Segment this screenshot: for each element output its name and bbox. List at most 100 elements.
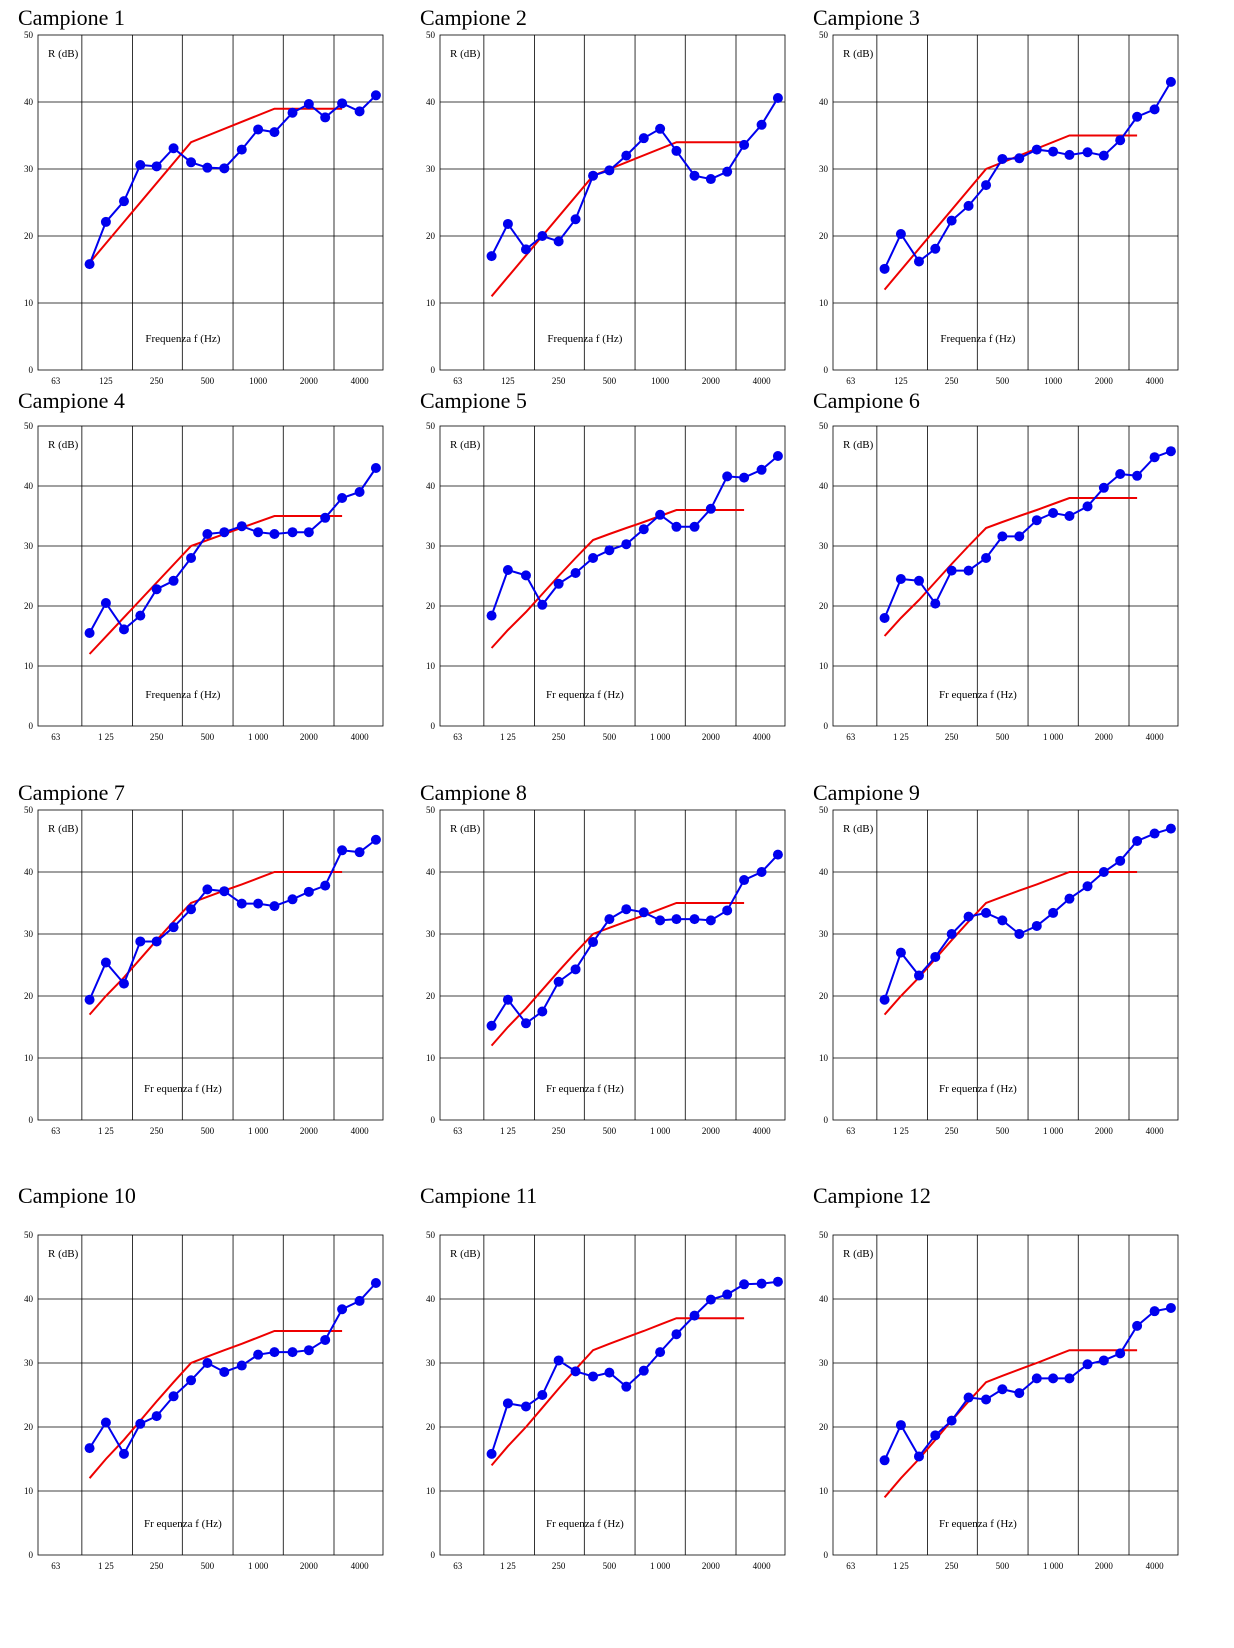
chart-title: Campione 1	[18, 5, 125, 30]
reference-curve	[88, 871, 343, 1016]
x-tick-label: 500	[603, 1126, 617, 1136]
reference-curve	[490, 141, 745, 297]
data-point	[638, 524, 649, 535]
plot-frame	[439, 425, 786, 727]
x-tick-label: 1 000	[1043, 1561, 1064, 1571]
data-point	[520, 570, 531, 581]
data-point	[879, 263, 890, 274]
x-tick-label: 1 000	[248, 1126, 269, 1136]
data-point	[722, 166, 733, 177]
x-tick-label: 250	[552, 1126, 566, 1136]
x-axis-label: Frequenza f (Hz)	[145, 333, 220, 345]
data-point	[963, 200, 974, 211]
y-axis-label: R (dB)	[843, 439, 874, 451]
data-point	[520, 244, 531, 255]
data-point	[236, 521, 247, 532]
data-point	[151, 936, 162, 947]
data-point	[135, 1418, 146, 1429]
data-point	[963, 1392, 974, 1403]
chart-svg: 0 10 20 30 40 50 63 1 25 250 500 1 000 2000 4000 R (d…	[819, 421, 1179, 742]
data-point	[930, 951, 941, 962]
chart-panel: Campione 7 0 10 20 30 40 50 63 1 25 250 500 1 000 20…	[8, 772, 408, 1150]
x-tick-label: 125	[99, 376, 113, 386]
plot-frame	[832, 809, 1179, 1121]
data-point	[1048, 146, 1059, 157]
x-tick-label: 2000	[702, 376, 721, 386]
chart-panel: Campione 11 0 10 20 30 40 50 63 1 25 250 500 1 000 2…	[410, 1175, 810, 1585]
data-point	[722, 471, 733, 482]
data-point	[604, 1367, 615, 1378]
x-tick-label: 500	[996, 1126, 1010, 1136]
y-tick-label: 30	[24, 929, 34, 939]
data-point	[354, 1295, 365, 1306]
data-point	[638, 133, 649, 144]
chart-panel: Campione 4 0 10 20 30 40 50 63 1 25 250 500 1 000 20…	[8, 388, 408, 756]
reference-curve	[883, 134, 1138, 291]
data-point	[1132, 1320, 1143, 1331]
reference-curve	[490, 1317, 745, 1467]
x-tick-label: 4000	[351, 1561, 370, 1571]
x-tick-label: 1 25	[500, 1126, 516, 1136]
chart-title: Campione 5	[420, 388, 527, 413]
x-tick-label: 4000	[351, 732, 370, 742]
data-point	[946, 215, 957, 226]
data-point	[553, 976, 564, 987]
x-tick-label: 250	[150, 1561, 164, 1571]
data-point	[588, 937, 599, 948]
x-tick-label: 2000	[300, 1126, 319, 1136]
x-tick-label: 125	[894, 376, 908, 386]
plot-frame	[37, 1234, 384, 1556]
data-point	[588, 170, 599, 181]
reference-curve	[490, 902, 745, 1047]
measured-curve	[88, 838, 377, 1001]
data-point	[705, 915, 716, 926]
data-point	[946, 565, 957, 576]
data-point	[756, 464, 767, 475]
data-point	[219, 1366, 230, 1377]
y-tick-label: 10	[426, 661, 436, 671]
y-tick-label: 50	[426, 30, 436, 40]
data-point	[1048, 508, 1059, 518]
data-point	[1031, 1373, 1042, 1384]
data-point	[588, 1371, 599, 1382]
data-point	[1064, 511, 1075, 521]
data-point	[1098, 482, 1109, 493]
y-axis-label: R (dB)	[48, 48, 79, 60]
y-axis-label: R (dB)	[450, 1248, 481, 1260]
x-axis-label: Frequenza f (Hz)	[145, 689, 220, 701]
data-point	[1031, 920, 1042, 931]
data-point	[722, 1289, 733, 1300]
x-tick-label: 2000	[300, 376, 319, 386]
x-axis-label: Frequenza f (Hz)	[547, 333, 622, 345]
y-tick-label: 30	[819, 929, 829, 939]
data-point	[621, 904, 632, 915]
plot-frame	[37, 809, 384, 1121]
y-tick-label: 10	[426, 1486, 436, 1496]
data-point	[320, 112, 331, 123]
x-tick-label: 1 000	[248, 732, 269, 742]
data-point	[287, 107, 298, 118]
x-tick-label: 1 000	[650, 732, 671, 742]
data-point	[151, 584, 162, 595]
data-point	[1014, 1388, 1025, 1399]
x-tick-label: 250	[150, 1126, 164, 1136]
y-tick-label: 20	[819, 601, 829, 611]
data-point	[303, 886, 314, 897]
y-tick-label: 30	[24, 541, 34, 551]
data-point	[354, 847, 365, 858]
x-axis-label: Frequenza f (Hz)	[940, 333, 1015, 345]
plot-frame	[37, 34, 384, 371]
x-tick-label: 1 000	[650, 1126, 671, 1136]
x-tick-label: 63	[453, 376, 463, 386]
y-tick-label: 0	[824, 1550, 829, 1560]
y-tick-label: 10	[819, 1486, 829, 1496]
data-point	[337, 98, 348, 109]
data-point	[269, 1347, 280, 1358]
data-point	[604, 165, 615, 176]
data-point	[1064, 149, 1075, 160]
y-axis-label: R (dB)	[843, 48, 874, 60]
data-point	[1149, 1306, 1160, 1317]
chart-title: Campione 11	[420, 1183, 538, 1208]
data-point	[253, 898, 264, 909]
data-point	[913, 970, 924, 981]
